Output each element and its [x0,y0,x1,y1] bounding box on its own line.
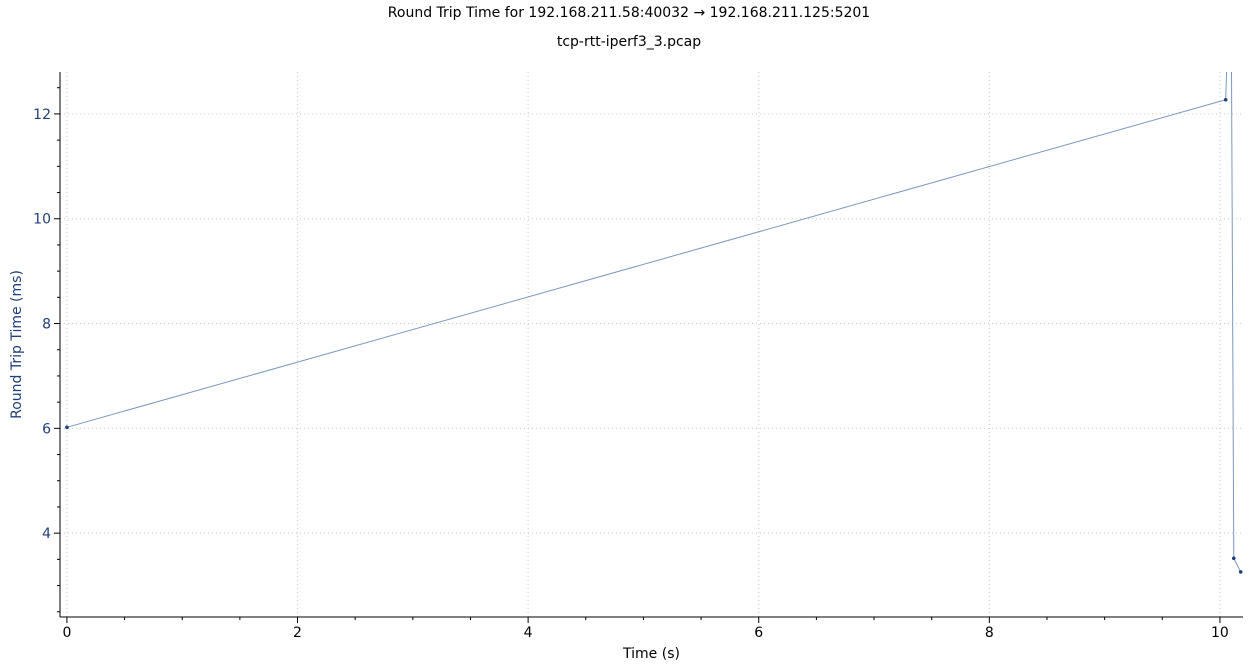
x-tick-label: 0 [62,625,71,641]
y-tick-label: 8 [42,317,51,333]
series-line[interactable] [66,62,1242,573]
x-tick-label: 6 [754,625,763,641]
data-point[interactable] [1223,97,1228,102]
y-tick-label: 10 [33,212,51,228]
ticks-layer: 0 2 4 6 8 10 4 6 8 10 12 [33,87,1229,641]
axes-layer [59,72,1243,618]
x-tick-label: 10 [1211,625,1229,641]
grid-layer [60,72,1243,617]
y-tick-label: 4 [42,526,51,542]
x-tick-label: 2 [293,625,302,641]
chart-title: Round Trip Time for 192.168.211.58:40032… [387,5,871,21]
y-axis-label: Round Trip Time (ms) [9,270,25,419]
x-axis-label: Time (s) [622,646,680,662]
y-tick-label: 6 [42,421,51,437]
data-point[interactable] [1238,570,1243,574]
data-point[interactable] [65,425,69,430]
data-point[interactable] [1231,556,1236,561]
series-layer[interactable] [65,62,1243,574]
x-tick-label: 8 [985,625,994,641]
y-tick-label: 12 [33,107,51,123]
x-tick-label: 4 [524,625,533,641]
chart-subtitle: tcp-rtt-iperf3_3.pcap [556,34,702,50]
